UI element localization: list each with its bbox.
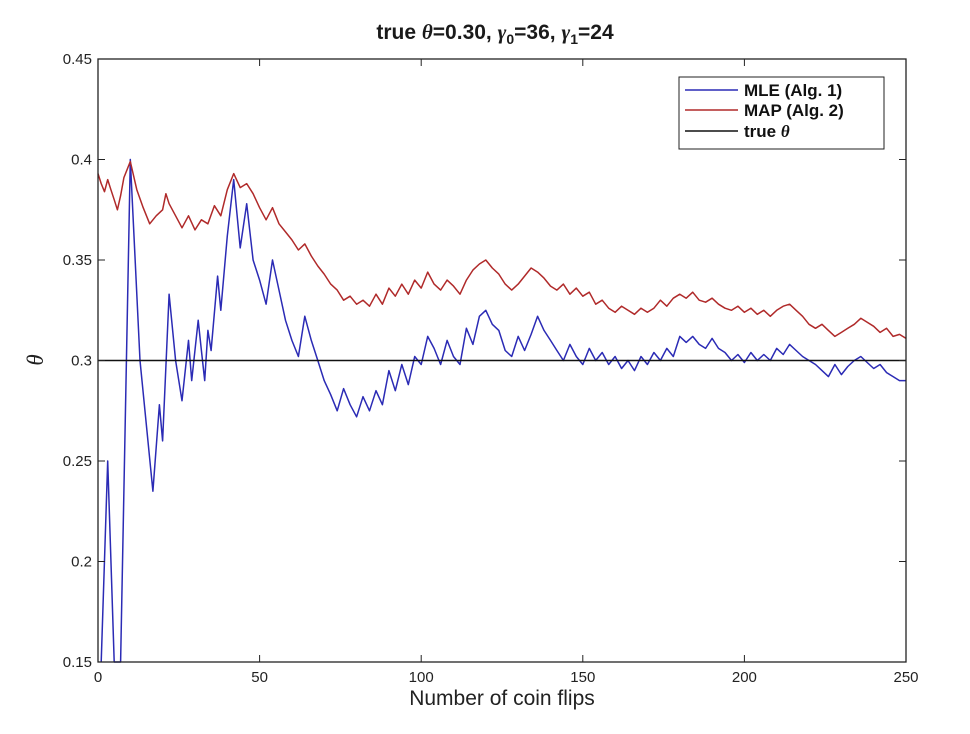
plot-area <box>97 158 907 663</box>
legend-box <box>678 76 885 150</box>
x-tick-label: 250 <box>893 669 918 686</box>
y-tick-label: 0.35 <box>63 252 92 269</box>
y-tick-label: 0.2 <box>71 554 92 571</box>
y-tick-label: 0.45 <box>63 51 92 68</box>
x-tick-label: 200 <box>732 669 757 686</box>
y-tick-label: 0.4 <box>71 152 92 169</box>
legend-label-map: MAP (Alg. 2) <box>744 101 844 120</box>
y-tick-label: 0.3 <box>71 353 92 370</box>
chart-title: true θ=0.30, γ0=36, γ1=24 <box>376 20 614 47</box>
legend-label-mle: MLE (Alg. 1) <box>744 81 842 100</box>
legend-label-true-theta: true θ <box>744 122 790 141</box>
x-tick-label: 0 <box>94 669 102 686</box>
legend: MLE (Alg. 1) MAP (Alg. 2) true θ <box>678 76 885 150</box>
x-tick-label: 50 <box>251 669 268 686</box>
y-tick-label: 0.25 <box>63 453 92 470</box>
y-tick-label: 0.15 <box>63 654 92 671</box>
y-axis: 0.15 0.2 0.25 0.3 0.35 0.4 0.45 <box>63 51 906 671</box>
y-axis-label: θ <box>23 354 48 365</box>
x-axis: 0 50 100 150 200 250 <box>94 59 919 686</box>
map-line <box>97 160 907 340</box>
x-tick-label: 100 <box>409 669 434 686</box>
x-tick-label: 150 <box>570 669 595 686</box>
x-axis-label: Number of coin flips <box>409 687 595 710</box>
